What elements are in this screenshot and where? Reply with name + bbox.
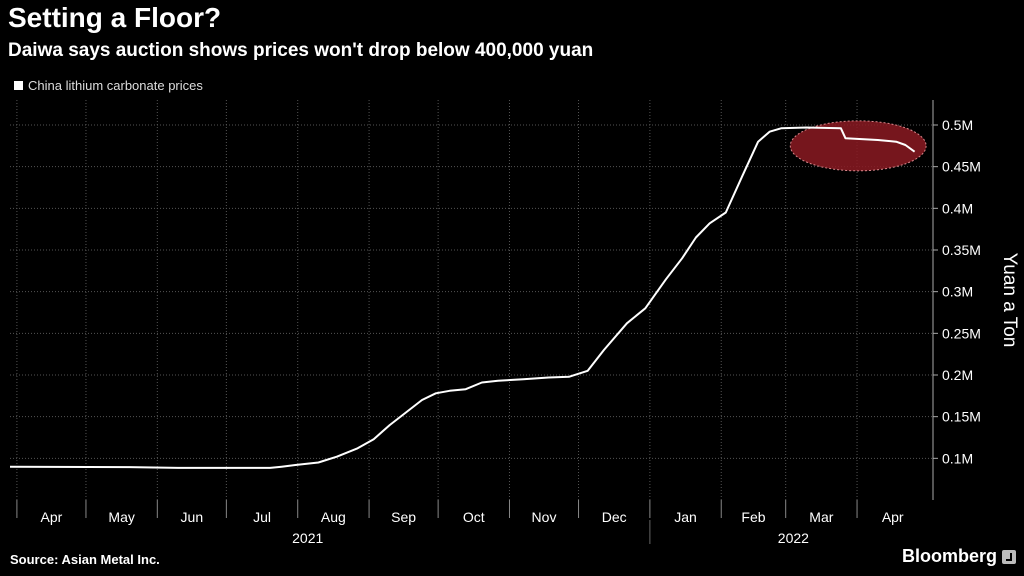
x-tick-label: Sep [391, 509, 416, 525]
source-note: Source: Asian Metal Inc. [10, 552, 160, 567]
legend-swatch [14, 81, 23, 90]
axis-layer: 0.1M 0.15M 0.2M 0.25M 0.3M 0.35M 0.4M 0.45M 0.5M… [16, 100, 1020, 546]
legend-label: China lithium carbonate prices [28, 78, 203, 93]
y-tick-label: 0.35M [942, 242, 981, 258]
year-label: 2022 [778, 530, 809, 546]
y-tick-label: 0.2M [942, 367, 973, 383]
grid-layer [10, 100, 933, 500]
x-tick-label: Feb [741, 509, 765, 525]
y-tick-label: 0.1M [942, 450, 973, 466]
x-tick-label: Apr [41, 509, 63, 525]
x-tick-label: Mar [809, 509, 833, 525]
year-label: 2021 [292, 530, 323, 546]
y-tick-label: 0.3M [942, 284, 973, 300]
x-tick-label: Jun [181, 509, 204, 525]
y-tick-label: 0.25M [942, 325, 981, 341]
x-tick-label: Aug [321, 509, 346, 525]
x-tick-label: Jul [253, 509, 271, 525]
chart-legend: China lithium carbonate prices [14, 78, 203, 93]
chart-subtitle: Daiwa says auction shows prices won't dr… [8, 40, 594, 61]
y-tick-label: 0.45M [942, 159, 981, 175]
x-tick-label: Oct [463, 509, 485, 525]
chart-title: Setting a Floor? [8, 2, 222, 33]
highlight-layer [789, 120, 927, 172]
line-layer [9, 126, 916, 469]
chart-icon [1002, 549, 1016, 564]
brand-logo: Bloomberg [902, 546, 1016, 567]
brand-label: Bloomberg [901, 546, 997, 566]
x-tick-label: Dec [602, 509, 627, 525]
x-tick-label: Apr [882, 509, 904, 525]
x-tick-label: Nov [532, 509, 557, 525]
x-tick-label: Jan [674, 509, 697, 525]
y-tick-label: 0.5M [942, 117, 973, 133]
series-line [9, 126, 916, 469]
x-tick-label: May [108, 509, 134, 525]
y-axis-title: Yuan a Ton [999, 253, 1020, 348]
y-tick-label: 0.15M [942, 409, 981, 425]
y-tick-label: 0.4M [942, 200, 973, 216]
highlight-ellipse [789, 120, 927, 172]
